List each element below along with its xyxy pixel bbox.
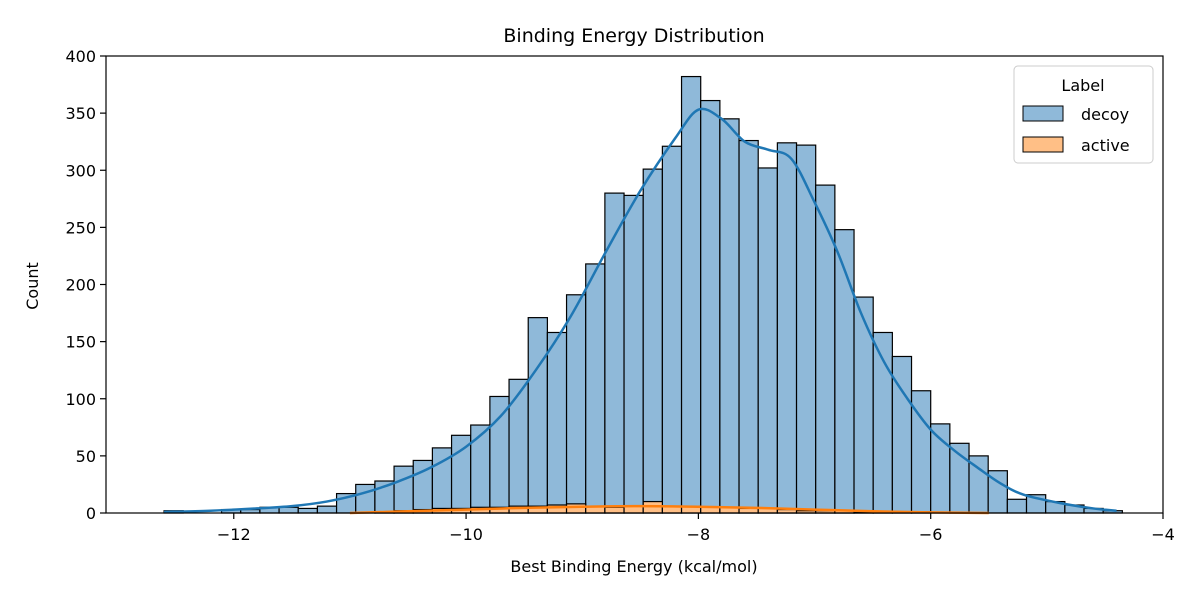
decoy-bar	[642, 168, 663, 514]
y-tick-label: 400	[65, 47, 96, 66]
decoy-bar	[853, 296, 874, 514]
x-tick-label: −8	[687, 525, 711, 544]
x-tick-label: −6	[919, 525, 943, 544]
chart-title: Binding Energy Distribution	[503, 25, 764, 47]
decoy-bar	[508, 378, 529, 514]
y-tick-label: 0	[86, 504, 96, 523]
y-tick-label: 50	[76, 447, 96, 466]
decoy-kde-line	[164, 107, 1117, 514]
decoy-bar	[393, 465, 414, 514]
decoy-bar	[680, 75, 702, 514]
decoy-bar	[297, 507, 319, 514]
decoy-bar	[527, 317, 548, 514]
decoy-bar	[585, 263, 606, 514]
legend-swatch-active	[1022, 136, 1064, 153]
active-kde-line	[349, 504, 989, 515]
legend: Label decoy active	[1013, 65, 1154, 164]
y-tick-label: 150	[65, 333, 96, 352]
x-axis: −12 −10 −8 −6 −4	[217, 513, 1175, 544]
legend-title: Label	[1061, 76, 1104, 95]
active-bar	[738, 507, 759, 514]
legend-label-active: active	[1081, 136, 1130, 155]
decoy-bar	[815, 184, 836, 514]
y-tick-label: 250	[65, 218, 96, 237]
active-bar	[604, 506, 625, 514]
decoy-bar	[776, 142, 798, 514]
decoy-bar	[355, 483, 376, 514]
decoy-bar	[757, 167, 778, 514]
x-tick-label: −10	[449, 525, 483, 544]
decoy-bar	[546, 331, 568, 514]
legend-label-decoy: decoy	[1081, 105, 1129, 124]
decoy-bars	[163, 75, 1123, 514]
y-tick-label: 100	[65, 390, 96, 409]
decoy-bar	[719, 118, 740, 514]
y-tick-label: 300	[65, 161, 96, 180]
decoy-bar	[604, 192, 625, 514]
decoy-bar	[489, 395, 510, 514]
y-axis-title: Count	[23, 262, 42, 310]
decoy-bar	[700, 99, 721, 514]
decoy-bar	[661, 145, 683, 514]
x-axis-title: Best Binding Energy (kcal/mol)	[510, 557, 757, 576]
x-tick-label: −12	[217, 525, 251, 544]
decoy-bar	[738, 139, 759, 514]
decoy-bar	[470, 424, 491, 514]
decoy-bar	[565, 294, 587, 514]
y-tick-label: 350	[65, 104, 96, 123]
decoy-bar	[1006, 498, 1028, 514]
decoy-bar	[316, 505, 338, 514]
y-axis: 0 50 100 150 200 250 300 350 400	[65, 47, 106, 523]
legend-swatch-decoy	[1022, 105, 1064, 122]
y-tick-label: 200	[65, 276, 96, 295]
decoy-bar	[623, 194, 644, 514]
x-tick-label: −4	[1151, 525, 1175, 544]
active-bar	[565, 503, 587, 514]
